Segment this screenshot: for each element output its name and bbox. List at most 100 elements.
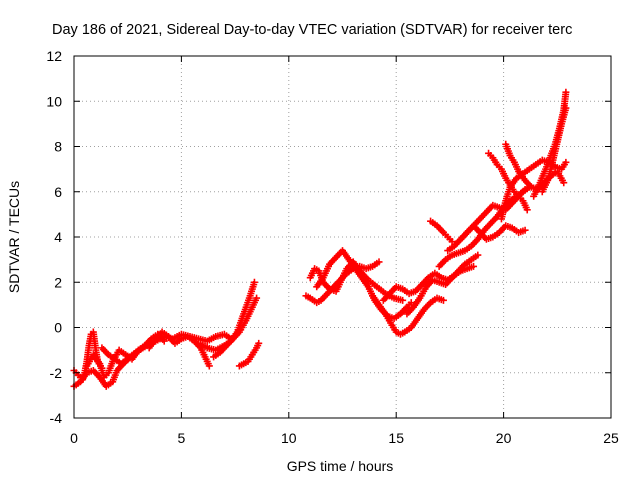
data-point-interp bbox=[526, 182, 534, 190]
x-axis-label: GPS time / hours bbox=[287, 458, 394, 474]
data-point-interp bbox=[435, 272, 443, 280]
y-axis-label: SDTVAR / TECUs bbox=[6, 181, 22, 293]
data-point-interp bbox=[535, 181, 543, 189]
data-series-layer bbox=[70, 88, 570, 390]
data-point-interp bbox=[325, 262, 333, 270]
data-point-interp bbox=[505, 149, 513, 157]
data-point-interp bbox=[467, 263, 475, 271]
data-point-interp bbox=[102, 371, 110, 379]
data-point-interp bbox=[465, 244, 473, 252]
data-point-interp bbox=[558, 176, 566, 184]
data-point-interp bbox=[544, 176, 552, 184]
data-point-interp bbox=[94, 358, 102, 366]
data-point-interp bbox=[452, 250, 460, 258]
data-point-interp bbox=[459, 262, 467, 270]
data-point-interp bbox=[501, 199, 509, 207]
data-point-interp bbox=[408, 305, 416, 313]
data-point-interp bbox=[337, 276, 345, 284]
data-point-interp bbox=[322, 291, 330, 299]
data-point-interp bbox=[416, 282, 424, 290]
data-point-interp bbox=[446, 275, 454, 283]
data-point-interp bbox=[421, 285, 429, 293]
y-tick-label: 10 bbox=[46, 93, 62, 109]
data-point-interp bbox=[459, 247, 467, 255]
data-point-interp bbox=[374, 299, 382, 307]
data-point-interp bbox=[492, 214, 500, 222]
data-point-interp bbox=[241, 319, 249, 327]
series-arc-23 bbox=[538, 104, 570, 196]
data-point-interp bbox=[438, 227, 446, 235]
data-point-interp bbox=[431, 220, 439, 228]
data-point-interp bbox=[474, 227, 482, 235]
data-point-interp bbox=[380, 308, 388, 316]
x-tick-label: 25 bbox=[603, 430, 619, 446]
data-point-interp bbox=[446, 253, 454, 261]
data-point-interp bbox=[522, 204, 530, 212]
data-point-interp bbox=[493, 230, 501, 238]
data-point-interp bbox=[201, 343, 209, 351]
x-tick-label: 0 bbox=[70, 430, 78, 446]
data-point-interp bbox=[200, 351, 208, 359]
data-point-interp bbox=[401, 305, 409, 313]
data-point-interp bbox=[557, 122, 565, 130]
data-point-interp bbox=[214, 350, 222, 358]
data-point-interp bbox=[250, 281, 258, 289]
data-point-interp bbox=[304, 293, 312, 301]
data-point-interp bbox=[461, 230, 469, 238]
data-point-interp bbox=[247, 305, 255, 313]
data-point-interp bbox=[481, 234, 489, 242]
data-point-interp bbox=[175, 336, 183, 344]
data-point-interp bbox=[415, 296, 423, 304]
data-point-interp bbox=[247, 353, 255, 361]
data-point-interp bbox=[330, 287, 338, 295]
data-point-interp bbox=[507, 201, 515, 209]
data-point-interp bbox=[405, 325, 413, 333]
data-point-interp bbox=[485, 221, 493, 229]
data-point-interp bbox=[399, 329, 407, 337]
y-tick-label: -2 bbox=[50, 365, 63, 381]
x-tick-label: 10 bbox=[281, 430, 297, 446]
data-point-interp bbox=[517, 195, 525, 203]
data-point-interp bbox=[124, 355, 132, 363]
data-point-interp bbox=[396, 296, 404, 304]
data-point-interp bbox=[238, 361, 246, 369]
data-point-interp bbox=[252, 296, 260, 304]
data-point-interp bbox=[363, 281, 371, 289]
data-point-interp bbox=[561, 106, 569, 114]
data-point-interp bbox=[433, 277, 441, 285]
data-point-interp bbox=[474, 217, 482, 225]
data-point-interp bbox=[501, 172, 509, 180]
data-point-interp bbox=[446, 235, 454, 243]
series-arc-22 bbox=[530, 88, 570, 200]
data-point-interp bbox=[218, 331, 226, 339]
data-point-interp bbox=[344, 254, 352, 262]
data-point-interp bbox=[506, 223, 514, 231]
series-arc-19 bbox=[485, 149, 531, 214]
data-point-interp bbox=[384, 291, 392, 299]
data-point-interp bbox=[112, 369, 120, 377]
data-point-interp bbox=[87, 367, 95, 375]
y-tick-label: 0 bbox=[54, 320, 62, 336]
data-point-interp bbox=[442, 231, 450, 239]
data-point-interp bbox=[425, 300, 433, 308]
y-tick-label: 6 bbox=[54, 184, 62, 200]
data-point-interp bbox=[394, 311, 402, 319]
data-point-interp bbox=[342, 267, 350, 275]
data-point-interp bbox=[310, 267, 318, 275]
data-point-interp bbox=[188, 336, 196, 344]
data-point-interp bbox=[439, 280, 447, 288]
data-point-interp bbox=[132, 348, 140, 356]
y-tick-label: 4 bbox=[54, 229, 62, 245]
data-point-interp bbox=[487, 203, 495, 211]
data-point-interp bbox=[505, 185, 513, 193]
data-point-interp bbox=[520, 175, 528, 183]
data-point-interp bbox=[109, 354, 117, 362]
data-point-interp bbox=[495, 163, 503, 171]
data-point-interp bbox=[519, 227, 527, 235]
data-point-interp bbox=[324, 283, 332, 291]
data-point-interp bbox=[412, 316, 420, 324]
data-point-interp bbox=[492, 158, 500, 166]
data-point-interp bbox=[245, 294, 253, 302]
series-arc-7 bbox=[210, 294, 261, 361]
